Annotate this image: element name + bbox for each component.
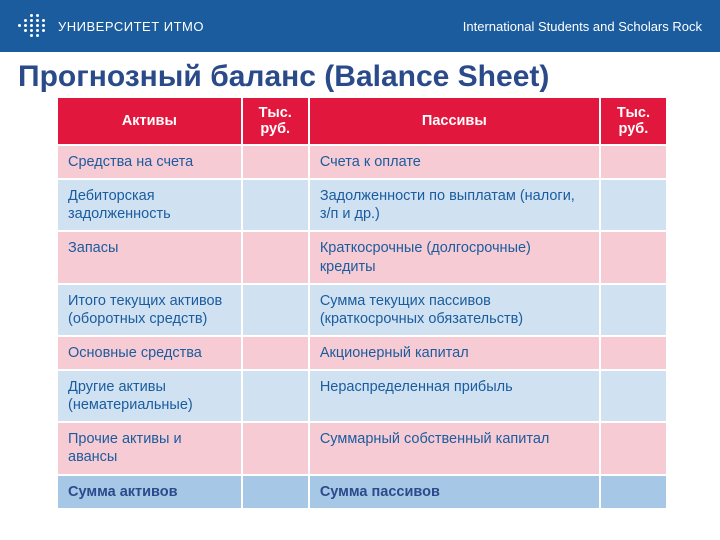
table-cell: Прочие активы и авансы: [57, 422, 242, 474]
table-cell: Краткосрочные (долгосрочные) кредиты: [309, 231, 600, 283]
table-row: Прочие активы и авансы Суммарный собствен…: [57, 422, 667, 474]
university-name: УНИВЕРСИТЕТ ИТМО: [58, 19, 204, 34]
table-cell: Сумма активов: [57, 475, 242, 509]
col-liab-amt: Тыс. руб.: [600, 97, 667, 145]
table-header-row: Активы Тыс. руб. Пассивы Тыс. руб.: [57, 97, 667, 145]
logo-dots-icon: [14, 12, 48, 40]
table-row: Основные средства Акционерный капитал: [57, 336, 667, 370]
table-cell: [600, 231, 667, 283]
col-assets: Активы: [57, 97, 242, 145]
table-cell: [242, 231, 309, 283]
table-cell: Итого текущих активов (оборотных средств…: [57, 284, 242, 336]
table-cell: [600, 336, 667, 370]
slide-title-area: Прогнозный баланс (Balance Sheet): [0, 52, 720, 93]
table-cell: [600, 284, 667, 336]
table-cell: Средства на счета: [57, 145, 242, 179]
table-cell: [242, 370, 309, 422]
table-row: Другие активы (нематериальные) Нераспреде…: [57, 370, 667, 422]
table-cell: Другие активы (нематериальные): [57, 370, 242, 422]
table-row: Запасы Краткосрочные (долгосрочные) креди…: [57, 231, 667, 283]
table-cell: [600, 475, 667, 509]
balance-table-wrap: Активы Тыс. руб. Пассивы Тыс. руб. Средс…: [56, 96, 668, 510]
table-cell: [242, 475, 309, 509]
table-cell: [242, 284, 309, 336]
slide-title: Прогнозный баланс (Balance Sheet): [18, 60, 710, 93]
table-cell: Акционерный капитал: [309, 336, 600, 370]
table-cell: Сумма текущих пассивов (краткосрочных об…: [309, 284, 600, 336]
table-cell: [600, 179, 667, 231]
header-right-text: International Students and Scholars Rock: [463, 19, 702, 34]
col-assets-amt: Тыс. руб.: [242, 97, 309, 145]
balance-table: Активы Тыс. руб. Пассивы Тыс. руб. Средс…: [56, 96, 668, 510]
table-row: Средства на счета Счета к оплате: [57, 145, 667, 179]
table-cell: Запасы: [57, 231, 242, 283]
col-liab: Пассивы: [309, 97, 600, 145]
table-cell: [242, 336, 309, 370]
table-cell: Сумма пассивов: [309, 475, 600, 509]
table-cell: [600, 422, 667, 474]
table-cell: [242, 179, 309, 231]
logo: УНИВЕРСИТЕТ ИТМО: [14, 12, 204, 40]
table-cell: Счета к оплате: [309, 145, 600, 179]
table-cell: Суммарный собственный капитал: [309, 422, 600, 474]
table-cell: Задолженности по выплатам (налоги, з/п и…: [309, 179, 600, 231]
table-row: Итого текущих активов (оборотных средств…: [57, 284, 667, 336]
table-cell: Нераспределенная прибыль: [309, 370, 600, 422]
table-cell: [242, 422, 309, 474]
table-cell: Основные средства: [57, 336, 242, 370]
header-bar: УНИВЕРСИТЕТ ИТМО International Students …: [0, 0, 720, 52]
table-cell: [600, 370, 667, 422]
table-row: Дебиторская задолженность Задолженности п…: [57, 179, 667, 231]
table-row: Сумма активов Сумма пассивов: [57, 475, 667, 509]
table-cell: [600, 145, 667, 179]
table-cell: [242, 145, 309, 179]
table-cell: Дебиторская задолженность: [57, 179, 242, 231]
